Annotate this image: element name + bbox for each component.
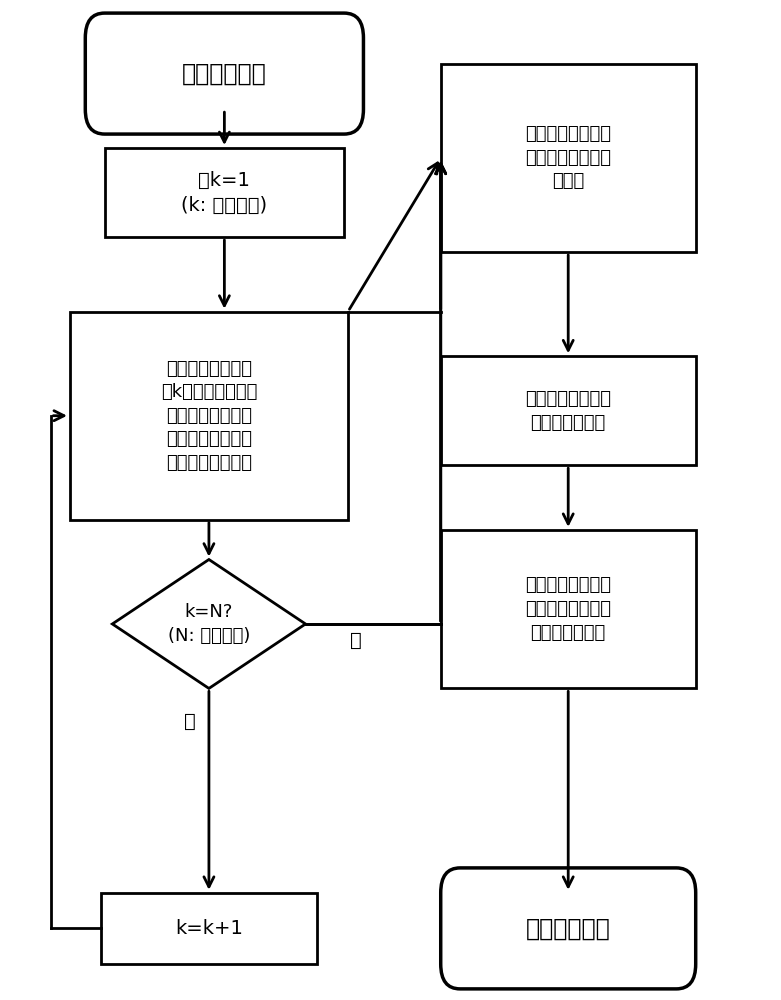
Text: 是: 是 bbox=[350, 631, 362, 650]
Bar bbox=[440, 64, 696, 252]
Text: 时片分配开始: 时片分配开始 bbox=[182, 62, 267, 86]
Bar bbox=[101, 893, 317, 964]
Bar bbox=[440, 530, 696, 688]
Bar bbox=[105, 148, 344, 237]
Text: 否: 否 bbox=[184, 712, 195, 731]
Text: 改变目标路径及所
有串扰时片路径上
时隙占用状态，: 改变目标路径及所 有串扰时片路径上 时隙占用状态， bbox=[525, 576, 612, 642]
Text: k=k+1: k=k+1 bbox=[175, 919, 243, 938]
Polygon shape bbox=[112, 560, 305, 688]
Bar bbox=[70, 312, 348, 520]
FancyBboxPatch shape bbox=[85, 13, 363, 134]
Bar bbox=[440, 356, 696, 465]
Text: 搜索与目标路径上
第k条链路有串扰的
所有链路，查询它
们所在的业务路径
上空闲的时隙资源: 搜索与目标路径上 第k条链路有串扰的 所有链路，查询它 们所在的业务路径 上空闲… bbox=[161, 360, 257, 472]
FancyBboxPatch shape bbox=[440, 868, 696, 989]
Text: k=N?
(N: 链路总数): k=N? (N: 链路总数) bbox=[168, 603, 250, 645]
Text: 将这些空闲时隙求
交集得到可用的时
隙集合: 将这些空闲时隙求 交集得到可用的时 隙集合 bbox=[525, 125, 612, 190]
Text: 时片分配结束: 时片分配结束 bbox=[526, 916, 611, 940]
Text: 令k=1
(k: 链路编号): 令k=1 (k: 链路编号) bbox=[181, 171, 267, 215]
Text: 为目标路径监测时
片分配一个时隙: 为目标路径监测时 片分配一个时隙 bbox=[525, 390, 612, 432]
